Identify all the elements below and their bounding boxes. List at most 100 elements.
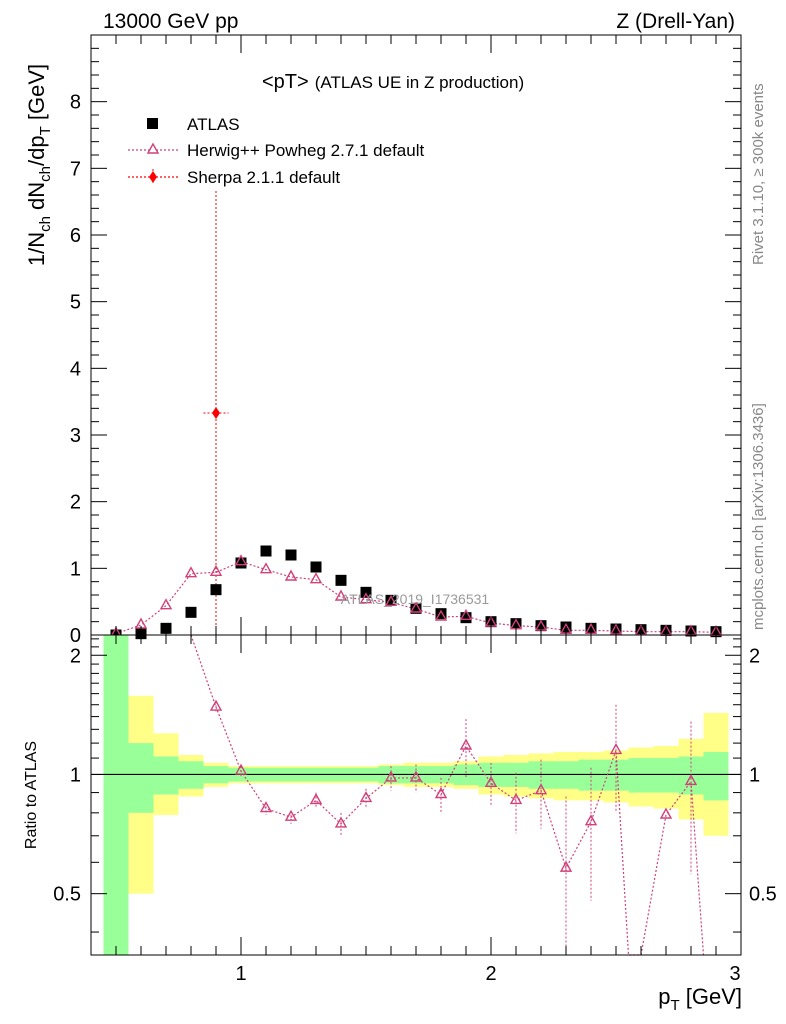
ratio-y-tick-label-right: 2	[749, 645, 760, 667]
ratio-y-axis-label: Ratio to ATLAS	[23, 741, 40, 849]
y-tick-label: 8	[70, 92, 81, 114]
legend-entry-atlas: ATLAS	[147, 115, 240, 134]
xlabel-part: [GeV]	[680, 984, 742, 1009]
main-y-axis-label: 1/Nch dNch/dpT [GeV]	[24, 64, 54, 266]
atlas-point	[285, 549, 297, 561]
rivet-label: Rivet 3.1.10, ≥ 300k events	[750, 83, 767, 265]
main-panel-marks	[109, 191, 723, 641]
ratio-y-tick-label-left: 0.5	[53, 884, 81, 906]
ratio-panel-marks	[91, 634, 741, 956]
legend-label-sherpa: Sherpa 2.1.1 default	[187, 168, 340, 187]
uncertainty-band-green	[653, 758, 679, 793]
atlas-point	[235, 557, 247, 569]
legend-label-herwig: Herwig++ Powheg 2.7.1 default	[187, 141, 424, 160]
plot-title: <pT> (ATLAS UE in Z production)	[262, 71, 524, 93]
herwig-point	[159, 598, 173, 610]
atlas-point	[260, 545, 272, 557]
legend-label-atlas: ATLAS	[187, 115, 240, 134]
xlabel-sub: T	[670, 997, 679, 1014]
herwig-point	[359, 592, 373, 604]
herwig-point	[184, 566, 198, 578]
main-panel-ticks: 0 1 2 3 4 5 6 7 8	[70, 34, 742, 647]
sherpa-point	[212, 407, 220, 419]
atlas-point	[210, 584, 222, 596]
process-label: Z (Drell-Yan)	[616, 10, 735, 33]
uncertainty-band-green	[703, 751, 729, 801]
atlas-point	[310, 561, 322, 573]
herwig-ratio-point	[209, 699, 223, 711]
herwig-ratio-point	[359, 790, 373, 803]
ratio-y-tick-label-right: 0.5	[749, 884, 777, 906]
x-tick-label: 3	[729, 963, 740, 985]
herwig-ratio-point	[684, 774, 698, 786]
y-tick-label: 6	[70, 225, 81, 247]
herwig-ratio-point	[309, 792, 323, 805]
legend-marker-sherpa	[149, 171, 157, 183]
uncertainty-band-green	[628, 758, 654, 793]
herwig-ratio-point	[459, 738, 473, 750]
ylabel-part: dN	[24, 182, 49, 216]
herwig-ratio-point	[509, 792, 523, 805]
main-panel: 0 1 2 3 4 5 6 7 8 <pT> (ATLAS UE in Z production)…	[24, 34, 742, 647]
herwig-ratio-point	[284, 809, 298, 821]
ylabel-part: 1/N	[24, 232, 49, 266]
atlas-point	[385, 594, 397, 606]
herwig-ratio-point	[384, 770, 398, 782]
x-axis-label: pT [GeV]	[658, 984, 742, 1014]
atlas-point	[410, 602, 422, 614]
ylabel-part: /dp	[24, 135, 49, 166]
ratio-y-tick-label-left: 2	[70, 645, 81, 667]
uncertainty-band-green	[578, 759, 604, 791]
energy-label: 13000 GeV pp	[103, 10, 238, 33]
legend-entry-sherpa: Sherpa 2.1.1 default	[128, 168, 340, 187]
atlas-point	[185, 606, 197, 618]
herwig-point	[234, 554, 248, 566]
atlas-point	[510, 618, 522, 630]
atlas-point	[460, 612, 472, 624]
mcplots-label: mcplots.cern.ch [arXiv:1306.3436]	[750, 403, 767, 630]
plot-title-main: <pT>	[262, 71, 309, 93]
herwig-ratio-point	[434, 787, 448, 799]
legend-marker-atlas	[147, 118, 158, 129]
y-tick-label: 0	[70, 625, 81, 647]
ratio-panel: 0.5 0.5 1 1 2 2 1 2 3 Ratio to ATLAS pT [GeV]	[23, 634, 777, 1014]
herwig-ratio-point	[234, 763, 248, 775]
herwig-ratio-point	[559, 860, 573, 872]
atlas-point	[535, 620, 547, 632]
ylabel-sub: ch	[37, 216, 54, 232]
herwig-point	[309, 572, 323, 584]
herwig-ratio-point	[334, 816, 348, 828]
ylabel-sub: ch	[37, 166, 54, 182]
xlabel-part: p	[658, 984, 670, 1009]
y-tick-label: 7	[70, 158, 81, 180]
plot-title-sub: (ATLAS UE in Z production)	[315, 73, 524, 92]
y-tick-label: 2	[70, 492, 81, 514]
ratio-panel-ticks: 0.5 0.5 1 1 2 2 1 2 3	[53, 635, 777, 985]
herwig-ratio-point	[659, 807, 673, 819]
y-tick-label: 3	[70, 425, 81, 447]
ratio-y-tick-label-left: 1	[70, 764, 81, 786]
herwig-point	[434, 609, 448, 621]
herwig-point	[284, 569, 298, 581]
herwig-point	[409, 601, 423, 613]
herwig-point	[334, 589, 348, 601]
herwig-point	[259, 562, 273, 574]
analysis-watermark: ATLAS_2019_I1736531	[341, 591, 490, 607]
legend: ATLAS Herwig++ Powheg 2.7.1 default Sher…	[128, 115, 424, 187]
legend-entry-herwig: Herwig++ Powheg 2.7.1 default	[128, 141, 424, 160]
atlas-point	[335, 574, 347, 586]
y-tick-label: 1	[70, 558, 81, 580]
uncertainty-band-green	[103, 635, 129, 955]
herwig-ratio-point	[534, 783, 548, 795]
uncertainty-band-green	[153, 756, 179, 795]
herwig-ratio-point	[259, 801, 273, 813]
ylabel-sub: T	[37, 126, 54, 135]
herwig-point	[384, 594, 398, 607]
herwig-point	[209, 564, 223, 577]
ylabel-part: [GeV]	[24, 64, 49, 126]
uncertainty-band-green	[128, 743, 154, 813]
legend-marker-herwig	[146, 142, 160, 154]
herwig-ratio-point	[409, 770, 423, 782]
x-tick-label: 2	[485, 963, 496, 985]
